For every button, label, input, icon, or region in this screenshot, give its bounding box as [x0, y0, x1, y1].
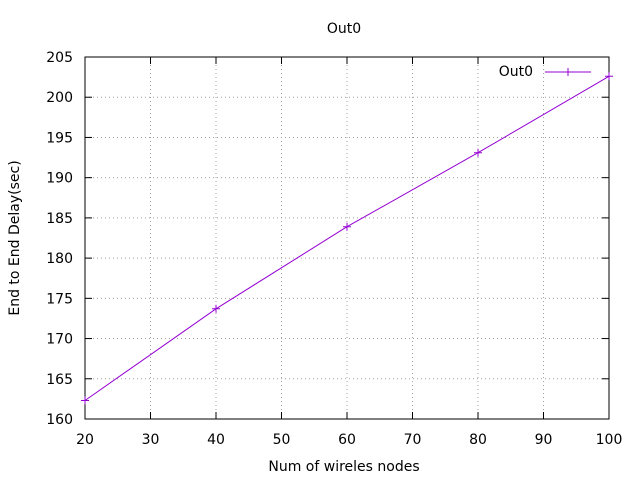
- y-tick-label: 160: [46, 412, 73, 428]
- chart-title: Out0: [327, 21, 361, 37]
- data-point-marker: [605, 72, 613, 81]
- x-axis-label: Num of wireles nodes: [268, 459, 419, 475]
- legend: Out0: [499, 64, 591, 80]
- y-tick-label: 165: [46, 372, 73, 388]
- y-tick-label: 185: [46, 211, 73, 227]
- series-layer: [81, 72, 613, 405]
- x-tick-label: 50: [273, 432, 291, 448]
- x-tick-label: 80: [469, 432, 487, 448]
- x-tick-label: 30: [142, 432, 160, 448]
- x-tick-label: 100: [596, 432, 623, 448]
- data-point-marker: [474, 148, 482, 157]
- y-tick-label: 200: [46, 90, 73, 106]
- y-tick-label: 190: [46, 171, 73, 187]
- legend-marker: [564, 68, 572, 76]
- grid-lines: [85, 57, 609, 419]
- y-tick-label: 175: [46, 291, 73, 307]
- data-point-marker: [212, 304, 220, 313]
- data-point-marker: [343, 222, 351, 231]
- y-tick-label: 205: [46, 50, 73, 66]
- y-tick-label: 180: [46, 251, 73, 267]
- x-tick-label: 90: [535, 432, 553, 448]
- x-tick-label: 40: [207, 432, 225, 448]
- x-axis-ticks: 20 30 40 50 60 70 80 90 100: [76, 57, 622, 448]
- series-line: [84, 75, 610, 401]
- y-axis-label: End to End Delay(sec): [7, 160, 23, 315]
- x-tick-label: 20: [76, 432, 94, 448]
- data-point-marker: [81, 396, 89, 405]
- y-axis-ticks: 160 165 170 175 180 185 190 195 200 205: [46, 50, 609, 428]
- x-tick-label: 60: [338, 432, 356, 448]
- y-tick-label: 195: [46, 130, 73, 146]
- x-tick-label: 70: [404, 432, 422, 448]
- legend-label: Out0: [499, 64, 533, 80]
- y-tick-label: 170: [46, 332, 73, 348]
